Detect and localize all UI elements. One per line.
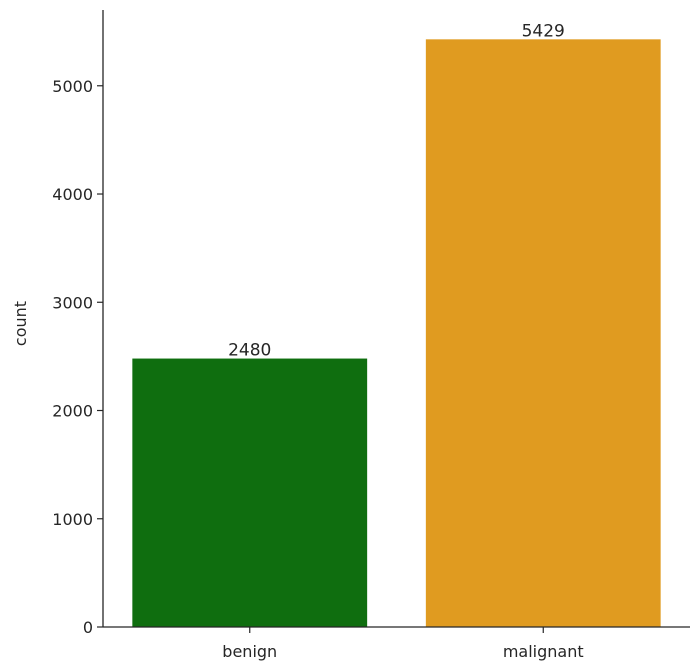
y-tick-label: 2000 bbox=[52, 402, 93, 421]
y-tick-label: 4000 bbox=[52, 185, 93, 204]
x-axis: benign malignant bbox=[103, 626, 690, 661]
y-axis-label: count bbox=[11, 301, 30, 346]
bar-benign bbox=[132, 358, 368, 627]
x-tick-label-malignant: malignant bbox=[503, 642, 584, 661]
x-tick-label-benign: benign bbox=[222, 642, 277, 661]
y-tick-label: 5000 bbox=[52, 77, 93, 96]
y-axis: 0 1000 2000 3000 4000 5000 bbox=[52, 10, 104, 637]
data-labels-layer: 2480 5429 bbox=[228, 21, 565, 360]
y-tick-label: 0 bbox=[83, 618, 93, 637]
bars-layer bbox=[132, 39, 661, 628]
y-tick-label: 1000 bbox=[52, 510, 93, 529]
bar-malignant bbox=[425, 39, 661, 628]
data-label-malignant: 5429 bbox=[522, 21, 565, 41]
data-label-benign: 2480 bbox=[228, 341, 271, 361]
y-tick-label: 3000 bbox=[52, 293, 93, 312]
